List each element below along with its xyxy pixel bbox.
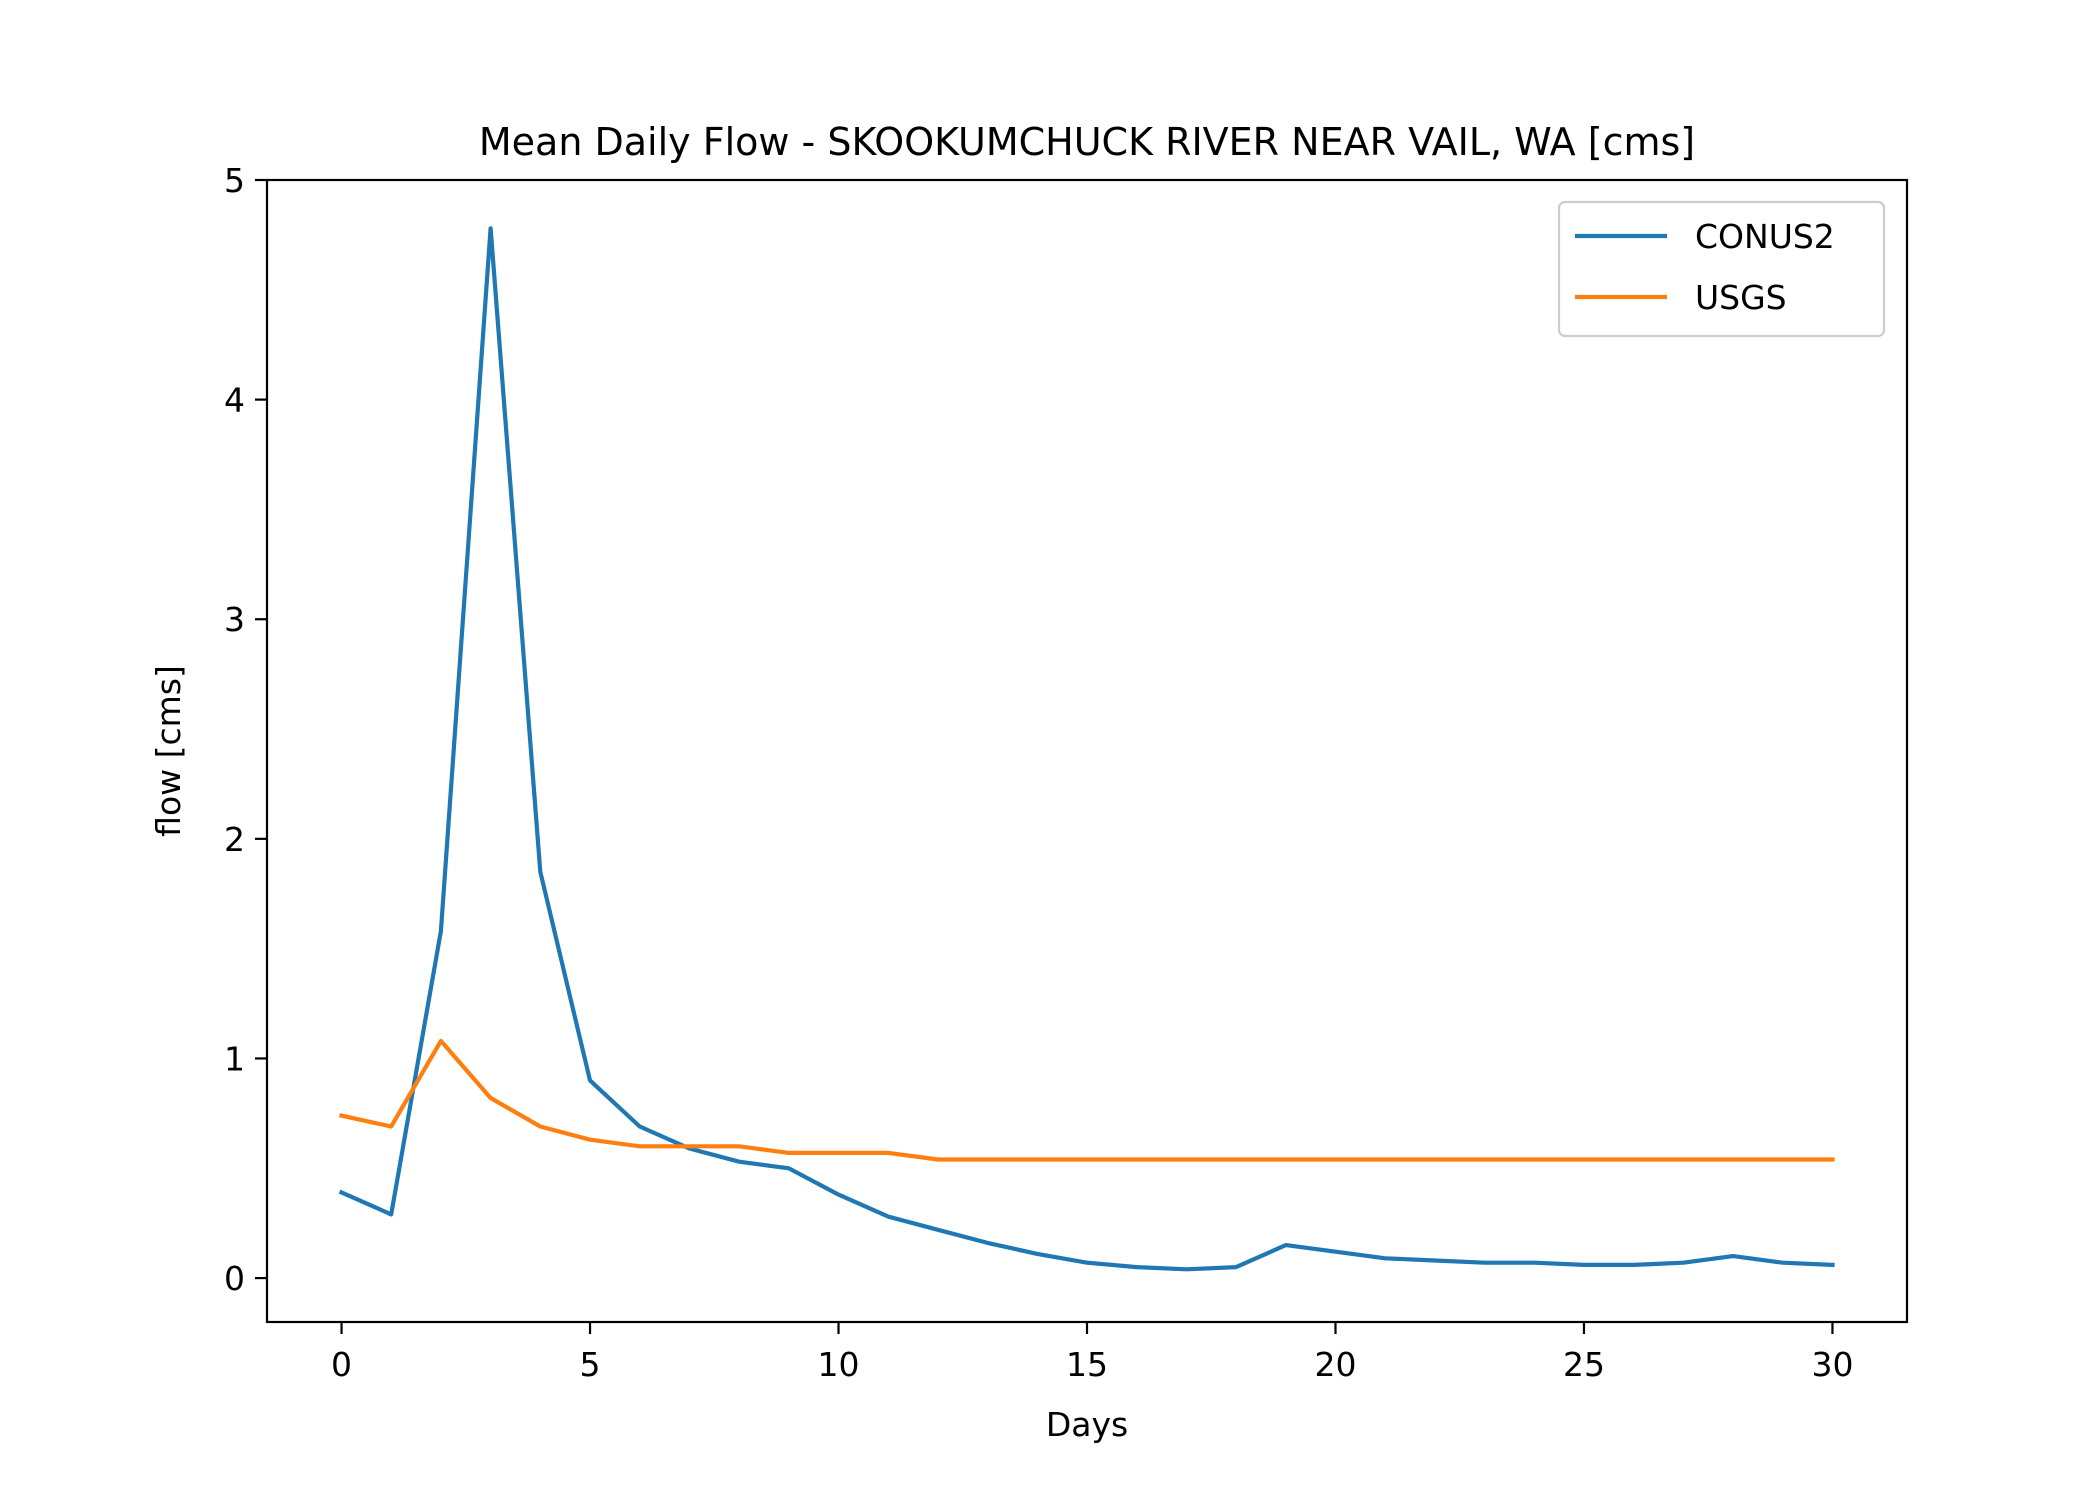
series-line-usgs (338, 1038, 1835, 1162)
y-axis: 0 1 2 3 4 5 (224, 161, 267, 1298)
x-tick-label: 15 (1066, 1345, 1108, 1384)
x-tick-label: 20 (1314, 1345, 1356, 1384)
y-tick-label: 5 (224, 161, 245, 200)
chart-title: Mean Daily Flow - SKOOKUMCHUCK RIVER NEA… (479, 120, 1695, 164)
y-tick-label: 2 (224, 820, 245, 859)
x-tick-label: 25 (1563, 1345, 1605, 1384)
y-tick-label: 0 (224, 1259, 245, 1298)
series-line-conus2 (338, 226, 1835, 1272)
y-axis-label: flow [cms] (149, 665, 188, 837)
legend-label-usgs: USGS (1695, 278, 1787, 317)
x-tick-label: 0 (331, 1345, 352, 1384)
y-tick-label: 3 (224, 600, 245, 639)
x-axis: 0 5 10 15 20 25 30 (331, 1322, 1853, 1384)
y-tick-label: 1 (224, 1039, 245, 1078)
y-tick-label: 4 (224, 381, 245, 420)
x-axis-label: Days (1046, 1405, 1128, 1444)
legend: CONUS2 USGS (1557, 200, 1886, 338)
x-tick-label: 10 (818, 1345, 860, 1384)
plot-frame (265, 178, 1909, 1324)
plot-area (265, 178, 1909, 1324)
legend-label-conus2: CONUS2 (1695, 217, 1835, 256)
x-tick-label: 30 (1811, 1345, 1853, 1384)
x-tick-label: 5 (580, 1345, 601, 1384)
